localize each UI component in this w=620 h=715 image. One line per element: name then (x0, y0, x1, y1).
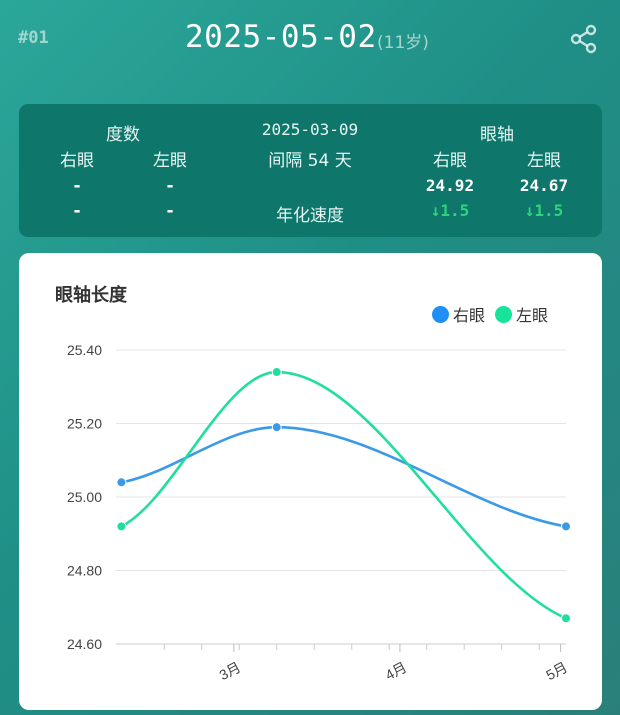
legend-dot-left-eye (495, 305, 513, 323)
record-index-badge: #01 (18, 28, 49, 48)
refraction-left-eye-label: 左眼 (153, 151, 187, 171)
y-tick-label: 24.60 (67, 636, 102, 652)
axial-right-value: 24.92 (425, 176, 475, 195)
annual-rate-label: 年化速度 (276, 206, 344, 226)
chart-title: 眼轴长度 (55, 285, 127, 306)
x-tick-label: 4月 (383, 659, 410, 683)
chart-card: 眼轴长度 右眼 左眼 24.60 24.80 25.00 25.20 25.40 3月 4月… (19, 253, 602, 710)
legend-label-left-eye: 左眼 (516, 306, 549, 325)
axial-left-rate: ↓1.5 (524, 201, 564, 220)
legend-label-right-eye: 右眼 (453, 306, 486, 325)
y-tick-label: 25.00 (67, 489, 102, 505)
axial-heading: 眼轴 (480, 125, 514, 145)
y-tick-label: 25.40 (67, 342, 102, 358)
axial-right-eye-label: 右眼 (433, 151, 467, 171)
comparison-panel: 度数 2025-03-09 眼轴 右眼 左眼 间隔 54 天 右眼 左眼 - -… (19, 104, 602, 237)
series-line-right-eye (121, 425, 567, 528)
x-tick-label: 3月 (216, 659, 243, 683)
y-tick-label: 24.80 (67, 563, 102, 579)
refraction-left-rate: - (166, 201, 174, 221)
axial-left-value: 24.67 (519, 176, 569, 195)
age-label: (11岁) (377, 33, 429, 53)
record-date: 2025-05-02 (185, 19, 377, 55)
axial-left-eye-label: 左眼 (527, 151, 561, 171)
x-tick-label: 5月 (543, 659, 570, 683)
refraction-heading: 度数 (106, 125, 140, 145)
data-point-left-eye (561, 613, 571, 624)
refraction-right-value: - (73, 176, 81, 196)
data-point-left-eye (116, 521, 127, 532)
data-point-right-eye (561, 521, 571, 532)
refraction-right-rate: - (73, 201, 81, 221)
legend-item-right-eye[interactable]: 右眼 (432, 302, 485, 326)
share-icon[interactable] (569, 24, 599, 54)
chart-legend: 右眼 左眼 (432, 302, 558, 326)
series-line-left-eye (120, 370, 567, 620)
axial-length-chart: 24.60 24.80 25.00 25.20 25.40 3月 4月 5月 (67, 342, 571, 683)
interval-days: 间隔 54 天 (268, 151, 352, 171)
refraction-left-value: - (166, 176, 174, 196)
legend-dot-right-eye (432, 305, 449, 323)
y-tick-label: 25.20 (67, 416, 102, 432)
previous-date: 2025-03-09 (261, 120, 359, 139)
refraction-right-eye-label: 右眼 (60, 151, 94, 171)
data-point-right-eye (116, 477, 127, 488)
record-header: #01 2025-05-02 (11岁) (0, 0, 620, 90)
data-point-right-eye (271, 422, 282, 433)
axial-right-rate: ↓1.5 (430, 201, 470, 220)
legend-item-left-eye[interactable]: 左眼 (495, 302, 548, 326)
data-point-left-eye (271, 367, 282, 378)
